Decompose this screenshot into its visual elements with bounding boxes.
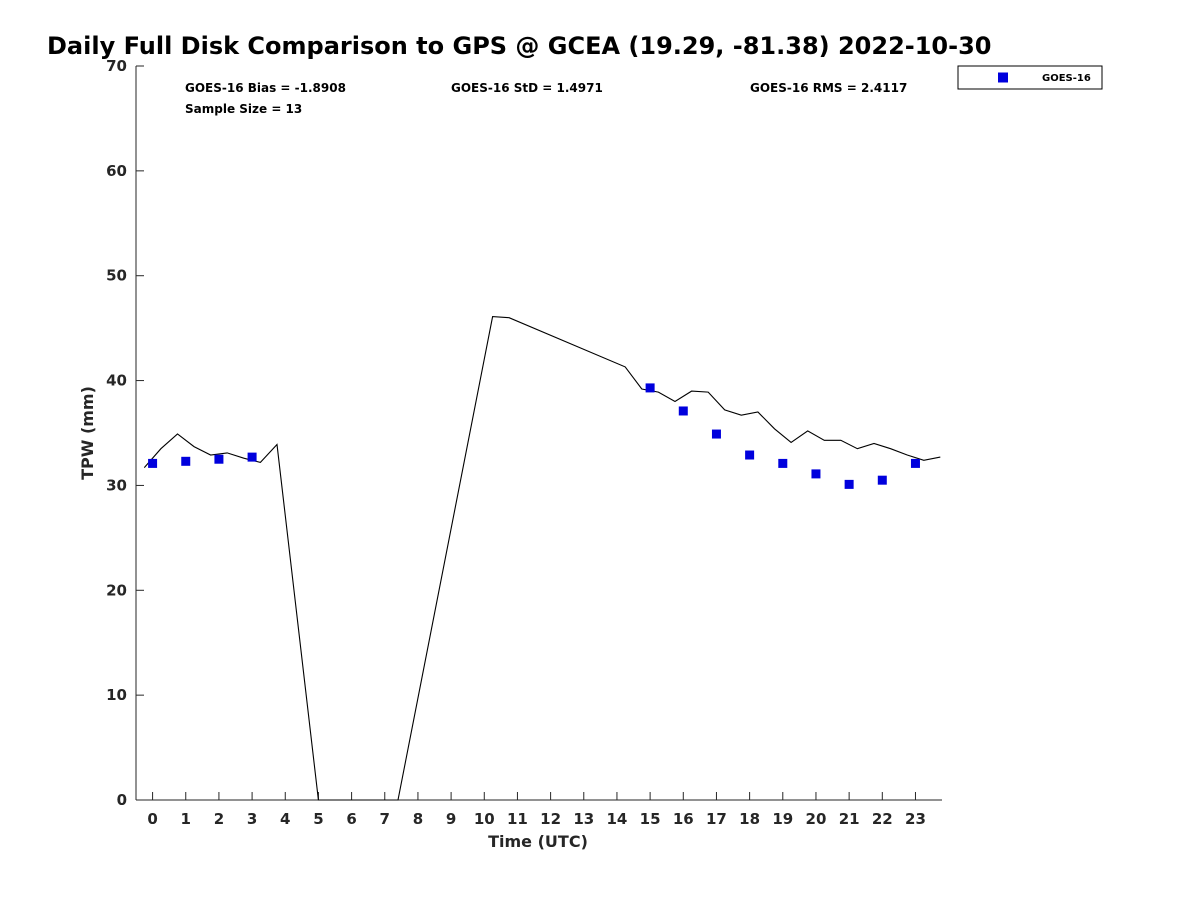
goes16-point: [811, 469, 821, 479]
gps-series-line: [143, 316, 941, 801]
x-tick-label: 13: [573, 810, 594, 828]
goes16-point: [678, 406, 688, 416]
x-tick-label: 8: [413, 810, 423, 828]
x-tick-label: 7: [380, 810, 390, 828]
std-stat: GOES-16 StD = 1.4971: [451, 81, 603, 95]
bias-stat: GOES-16 Bias = -1.8908: [185, 81, 346, 95]
x-tick-label: 10: [474, 810, 495, 828]
sample-size-stat: Sample Size = 13: [185, 102, 302, 116]
x-tick-label: 1: [181, 810, 191, 828]
y-tick-label: 60: [106, 162, 127, 180]
x-tick-label: 22: [872, 810, 893, 828]
legend-label-goes16: GOES-16: [1042, 73, 1091, 84]
y-axis-label: TPW (mm): [78, 386, 97, 480]
legend-marker-goes16: [998, 72, 1008, 83]
y-tick-label: 0: [117, 791, 127, 809]
y-tick-label: 20: [106, 581, 127, 599]
x-tick-label: 9: [446, 810, 456, 828]
chart-title: Daily Full Disk Comparison to GPS @ GCEA…: [47, 32, 991, 60]
goes16-point: [745, 450, 755, 460]
legend: GOES-16: [957, 65, 1103, 90]
x-tick-label: 18: [739, 810, 760, 828]
x-tick-label: 23: [905, 810, 926, 828]
goes16-point: [148, 458, 158, 468]
x-tick-label: 21: [839, 810, 860, 828]
goes16-point: [778, 458, 788, 468]
goes16-point: [181, 456, 191, 466]
stats-annotations: GOES-16 Bias = -1.8908 GOES-16 StD = 1.4…: [185, 81, 907, 116]
x-tick-label: 3: [247, 810, 257, 828]
x-tick-label: 14: [607, 810, 628, 828]
x-axis-ticks: 0 1 2 3 4 5 6 7 8 9 10 11 12 13 14 15 16 17 18 19 20 21 22 23: [147, 792, 926, 828]
y-tick-label: 70: [106, 57, 127, 75]
goes16-point: [910, 458, 920, 468]
x-tick-label: 4: [280, 810, 290, 828]
goes16-point: [877, 475, 887, 485]
y-tick-label: 50: [106, 267, 127, 285]
x-tick-label: 20: [806, 810, 827, 828]
x-tick-label: 2: [214, 810, 224, 828]
x-tick-label: 0: [147, 810, 157, 828]
x-axis-label: Time (UTC): [488, 832, 588, 851]
x-tick-label: 16: [673, 810, 694, 828]
y-tick-label: 30: [106, 476, 127, 494]
goes16-point: [711, 429, 721, 439]
x-tick-label: 5: [313, 810, 323, 828]
rms-stat: GOES-16 RMS = 2.4117: [750, 81, 907, 95]
x-tick-label: 6: [346, 810, 356, 828]
goes16-point: [645, 383, 655, 393]
x-tick-label: 12: [540, 810, 561, 828]
x-tick-label: 15: [640, 810, 661, 828]
goes16-series-points: [148, 383, 920, 489]
y-axis-ticks: 0 10 20 30 40 50 60 70: [106, 57, 144, 809]
goes16-point: [247, 452, 257, 462]
x-tick-label: 11: [507, 810, 528, 828]
y-tick-label: 40: [106, 372, 127, 390]
x-tick-label: 19: [772, 810, 793, 828]
legend-box: [957, 65, 1103, 90]
y-tick-label: 10: [106, 686, 127, 704]
goes16-point: [214, 454, 224, 464]
goes16-point: [844, 479, 854, 489]
x-tick-label: 17: [706, 810, 727, 828]
